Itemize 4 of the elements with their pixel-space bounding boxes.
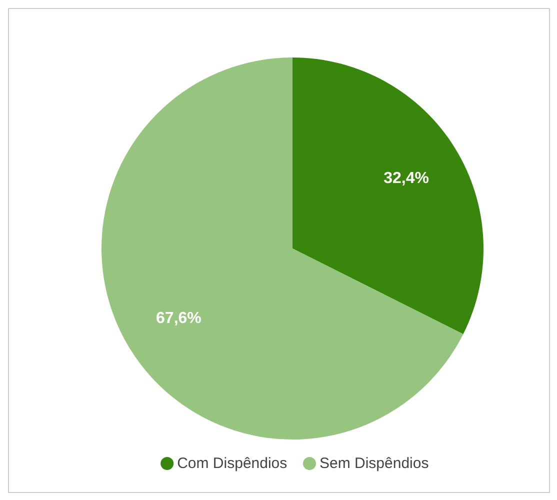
data-label: 32,4% [384,170,429,187]
legend-label: Com Dispêndios [177,455,288,472]
legend-label: Sem Dispêndios [320,455,429,472]
data-label: 67,6% [156,310,202,328]
